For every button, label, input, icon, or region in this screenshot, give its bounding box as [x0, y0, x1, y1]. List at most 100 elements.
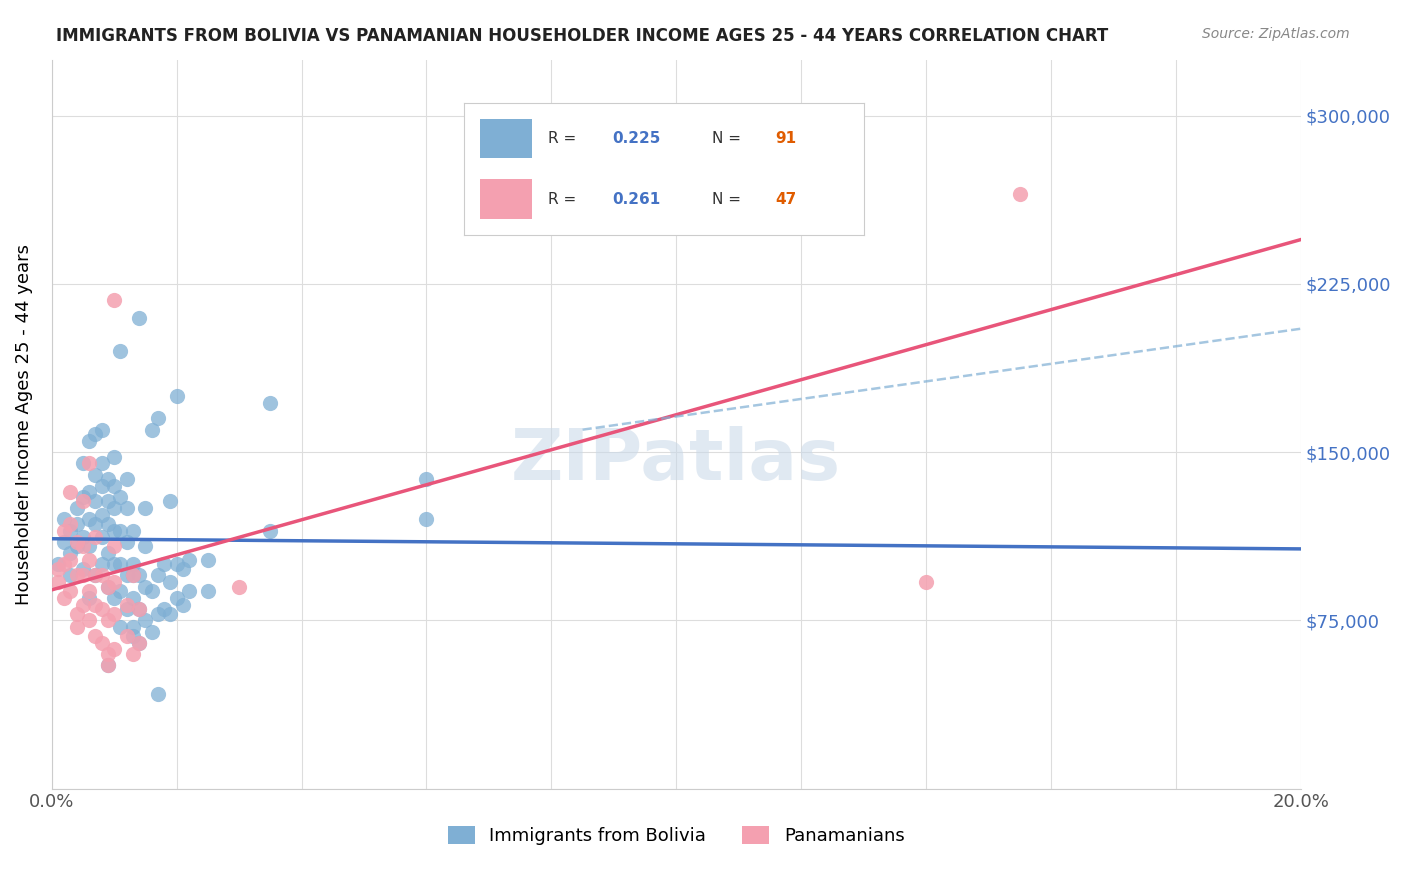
Point: [122, 620, 145, 634]
Point: [159, 575, 181, 590]
Point: [90, 636, 112, 650]
Point: [153, 602, 176, 616]
Point: [197, 553, 219, 567]
Point: [90, 602, 112, 616]
Point: [128, 636, 150, 650]
Point: [90, 479, 112, 493]
Point: [66, 568, 89, 582]
Text: ZIPatlas: ZIPatlas: [512, 426, 841, 495]
Point: [103, 450, 125, 464]
Point: [496, 187, 519, 202]
Point: [84, 516, 107, 531]
Point: [259, 396, 281, 410]
Point: [172, 598, 194, 612]
Point: [84, 568, 107, 582]
Point: [166, 591, 188, 605]
Point: [141, 584, 163, 599]
Point: [84, 568, 107, 582]
Point: [128, 636, 150, 650]
Point: [66, 534, 89, 549]
Point: [97, 658, 120, 673]
Point: [59, 485, 82, 500]
Point: [97, 613, 120, 627]
Point: [77, 456, 100, 470]
Point: [66, 516, 89, 531]
Point: [72, 568, 94, 582]
Point: [110, 490, 132, 504]
Point: [53, 558, 76, 572]
Point: [115, 629, 138, 643]
Point: [77, 613, 100, 627]
Text: Source: ZipAtlas.com: Source: ZipAtlas.com: [1202, 27, 1350, 41]
Point: [115, 472, 138, 486]
Point: [179, 584, 201, 599]
Point: [72, 539, 94, 553]
Point: [122, 568, 145, 582]
Point: [110, 558, 132, 572]
Point: [84, 427, 107, 442]
Point: [103, 501, 125, 516]
Point: [90, 558, 112, 572]
Point: [415, 512, 437, 526]
Point: [259, 524, 281, 538]
Point: [122, 591, 145, 605]
Point: [59, 546, 82, 560]
Point: [115, 598, 138, 612]
Point: [128, 602, 150, 616]
Point: [84, 598, 107, 612]
Point: [103, 293, 125, 307]
Point: [46, 575, 69, 590]
Point: [59, 553, 82, 567]
Point: [128, 568, 150, 582]
Point: [97, 580, 120, 594]
Point: [97, 472, 120, 486]
Point: [72, 490, 94, 504]
Point: [97, 658, 120, 673]
Point: [53, 524, 76, 538]
Point: [122, 629, 145, 643]
Point: [59, 516, 82, 531]
Point: [141, 423, 163, 437]
Point: [103, 524, 125, 538]
Y-axis label: Householder Income Ages 25 - 44 years: Householder Income Ages 25 - 44 years: [15, 244, 32, 605]
Point: [97, 647, 120, 661]
Point: [141, 624, 163, 639]
Point: [134, 580, 156, 594]
Point: [115, 568, 138, 582]
Point: [115, 602, 138, 616]
Point: [134, 539, 156, 553]
Point: [90, 568, 112, 582]
Point: [134, 501, 156, 516]
Legend: Immigrants from Bolivia, Panamanians: Immigrants from Bolivia, Panamanians: [447, 826, 904, 845]
Point: [146, 607, 169, 621]
Point: [172, 562, 194, 576]
Point: [84, 494, 107, 508]
Point: [103, 642, 125, 657]
Point: [228, 580, 250, 594]
Point: [166, 389, 188, 403]
Point: [90, 456, 112, 470]
Point: [159, 607, 181, 621]
Point: [90, 423, 112, 437]
Point: [128, 310, 150, 325]
Point: [122, 524, 145, 538]
Point: [72, 494, 94, 508]
Point: [59, 524, 82, 538]
Point: [134, 613, 156, 627]
Point: [84, 467, 107, 482]
Point: [915, 575, 938, 590]
Point: [128, 602, 150, 616]
Point: [53, 512, 76, 526]
Point: [59, 584, 82, 599]
Point: [53, 591, 76, 605]
Point: [1008, 187, 1031, 202]
Point: [197, 584, 219, 599]
Point: [77, 539, 100, 553]
Point: [66, 620, 89, 634]
Point: [46, 558, 69, 572]
Point: [97, 580, 120, 594]
Point: [103, 607, 125, 621]
Point: [77, 512, 100, 526]
Point: [77, 584, 100, 599]
Point: [90, 508, 112, 522]
